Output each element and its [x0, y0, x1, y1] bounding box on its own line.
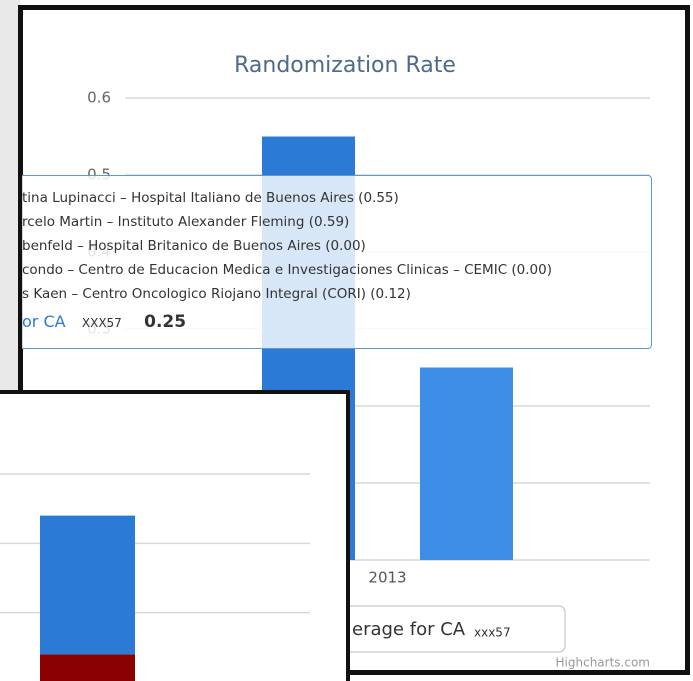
tooltip-footer: or CA XXX57 0.25	[22, 312, 186, 332]
tooltip-line: rcelo Martin – Instituto Alexander Flemi…	[22, 214, 350, 230]
tooltip: or CA XXX57 0.25 tina Lupinacci – Hospit…	[22, 175, 652, 349]
inset-chart	[0, 473, 310, 681]
inset-window	[0, 390, 350, 681]
tooltip-line: benfeld – Hospital Britanico de Buenos A…	[22, 238, 366, 254]
x-tick-label: 2013	[368, 569, 406, 587]
bar-segment	[40, 515, 135, 655]
tooltip-line: condo – Centro de Educacion Medica e Inv…	[22, 262, 553, 278]
chart-title: Randomization Rate	[234, 53, 456, 78]
legend-label: erage for CA	[352, 619, 466, 640]
legend-id: xxx57	[474, 626, 511, 640]
credits: Highcharts.com	[556, 656, 650, 670]
bar	[420, 367, 513, 560]
tooltip-id: XXX57	[81, 316, 122, 330]
tooltip-label: or CA	[22, 312, 66, 331]
tooltip-line: s Kaen – Centro Oncologico Riojano Integ…	[22, 286, 411, 302]
y-tick-label: 0.6	[87, 89, 111, 107]
tooltip-line: tina Lupinacci – Hospital Italiano de Bu…	[22, 190, 399, 206]
tooltip-value: 0.25	[144, 312, 187, 332]
